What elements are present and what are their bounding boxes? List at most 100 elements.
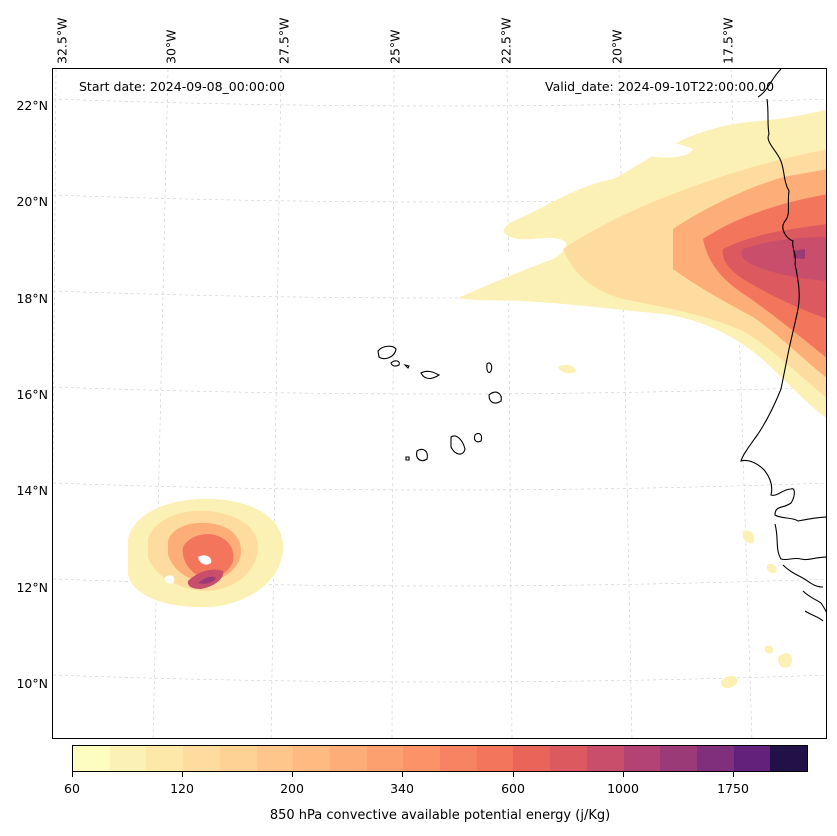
colorbar-swatch <box>146 746 184 771</box>
lon-label-22-5w: 22.5°W <box>498 0 514 64</box>
map-canvas <box>53 69 826 738</box>
cape-cyclone-southwest <box>128 498 284 608</box>
island-santo-antao <box>377 345 397 360</box>
cape-cyclone-gaps <box>164 555 212 584</box>
lon-label-text: 20°W <box>609 29 625 64</box>
cape-contour-level6 <box>741 237 826 281</box>
lat-label-12n: 12°N <box>16 580 48 595</box>
colorbar-swatch <box>403 746 441 771</box>
lon-label-text: 22.5°W <box>498 17 514 64</box>
island-maio <box>473 432 483 443</box>
grid-line-lon <box>506 69 513 738</box>
colorbar-tick-label: 60 <box>64 781 80 796</box>
grid-line-lon <box>730 69 753 738</box>
colorbar-tick <box>623 772 624 777</box>
lon-label-27-5w: 27.5°W <box>276 0 292 64</box>
colorbar-swatch <box>183 746 220 771</box>
grid-line-lon <box>152 69 169 738</box>
cape-contour-level1 <box>764 645 774 654</box>
lat-label-16n: 16°N <box>16 387 48 402</box>
lon-label-25w: 25°W <box>387 0 403 64</box>
colorbar-swatch <box>696 746 734 771</box>
colorbar-tick <box>182 772 183 777</box>
island-sao-vicente <box>390 360 400 367</box>
valid-date-label: Valid_date: 2024-09-10T22:00:00.00 <box>545 79 775 94</box>
colorbar-swatch <box>550 746 587 771</box>
grid-line-lon <box>618 69 633 738</box>
colorbar <box>72 745 808 772</box>
lon-label-text: 27.5°W <box>276 17 292 64</box>
grid-line-lat <box>53 98 826 107</box>
colorbar-tick <box>402 772 403 777</box>
colorbar-swatch <box>476 746 514 771</box>
cape-gap <box>198 555 212 565</box>
island-santiago <box>450 435 466 455</box>
colorbar-swatch <box>109 746 147 771</box>
lon-label-text: 30°W <box>163 29 179 64</box>
cape-contour-level4 <box>182 534 234 579</box>
colorbar-swatch <box>366 746 404 771</box>
cape-contour-level1 <box>742 530 755 544</box>
lon-label-30w: 30°W <box>163 0 179 64</box>
cape-plume-northeast <box>458 109 826 689</box>
lon-label-20w: 20°W <box>609 0 625 64</box>
africa-coastline <box>740 69 826 622</box>
lat-label-18n: 18°N <box>16 291 48 306</box>
lon-label-17-5w: 17.5°W <box>720 0 736 64</box>
colorbar-swatch <box>586 746 624 771</box>
colorbar-swatch <box>440 746 477 771</box>
cape-gap <box>501 249 548 268</box>
colorbar-swatch <box>219 746 257 771</box>
colorbar-tick-label: 200 <box>280 781 304 796</box>
start-date-label: Start date: 2024-09-08_00:00:00 <box>79 79 285 94</box>
colorbar-swatch <box>256 746 294 771</box>
island-brava <box>405 456 410 461</box>
colorbar-swatch <box>733 746 771 771</box>
colorbar-tick-label: 1000 <box>607 781 639 796</box>
colorbar-swatch <box>623 746 661 771</box>
grid-line-lat <box>53 482 826 491</box>
lon-label-text: 17.5°W <box>720 17 736 64</box>
cape-contour-level1 <box>720 675 738 689</box>
colorbar-tick-label: 120 <box>170 781 194 796</box>
grid-line-lat <box>53 674 826 683</box>
colorbar-tick-label: 1750 <box>717 781 749 796</box>
grid-line-lat <box>53 386 826 395</box>
colorbar-tick-label: 600 <box>501 781 525 796</box>
grid-line-lon <box>391 69 395 738</box>
cape-contour-level1 <box>766 563 777 574</box>
island-fogo <box>416 448 428 462</box>
island-sal <box>486 362 493 374</box>
colorbar-swatch <box>329 746 367 771</box>
colorbar-tick <box>733 772 734 777</box>
colorbar-tick <box>292 772 293 777</box>
colorbar-tick <box>513 772 514 777</box>
colorbar-tick-label: 340 <box>390 781 414 796</box>
colorbar-label: 850 hPa convective available potential e… <box>269 808 611 823</box>
lon-label-32-5w: 32.5°W <box>54 0 70 64</box>
colorbar-swatch <box>660 746 697 771</box>
cape-contour-level7 <box>198 576 216 584</box>
map-panel <box>52 68 827 739</box>
cape-gap <box>164 575 175 584</box>
grid-line-lat <box>53 290 826 299</box>
island-santa-luzia <box>403 363 410 369</box>
island-sao-nicolau <box>420 370 441 380</box>
lat-label-22n: 22°N <box>16 98 48 113</box>
lat-label-14n: 14°N <box>16 483 48 498</box>
lat-label-20n: 20°N <box>16 194 48 209</box>
lon-label-text: 32.5°W <box>54 17 70 64</box>
lat-label-10n: 10°N <box>16 676 48 691</box>
cape-gap <box>633 141 693 158</box>
coastlines <box>377 69 826 622</box>
colorbar-swatch <box>770 746 808 771</box>
colorbar-swatch <box>513 746 551 771</box>
cape-gaps <box>501 141 693 268</box>
colorbar-swatch <box>293 746 330 771</box>
grid-line-lon <box>53 69 57 512</box>
island-boa-vista <box>488 391 502 404</box>
cape-contour-level7 <box>793 249 805 259</box>
colorbar-tick <box>72 772 73 777</box>
grid-line-lat <box>53 194 826 203</box>
lon-label-text: 25°W <box>387 29 403 64</box>
